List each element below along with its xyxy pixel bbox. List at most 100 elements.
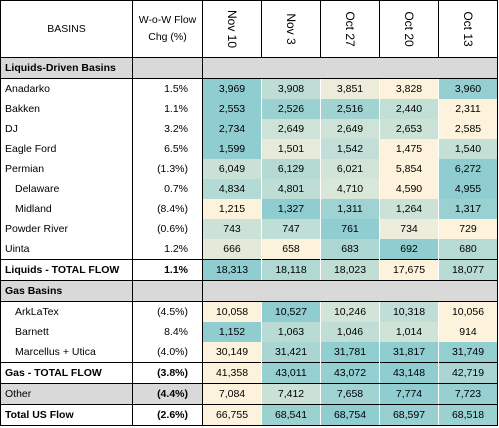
- basin-name: Anadarko: [0, 78, 133, 99]
- flow-value: 4,590: [379, 179, 439, 199]
- flow-value: 18,023: [320, 259, 380, 281]
- flow-change: (8.4%): [132, 199, 203, 219]
- flow-change: (1.3%): [132, 159, 203, 179]
- flow-value: 66,755: [202, 404, 262, 426]
- flow-value: 1,152: [202, 322, 262, 342]
- flow-value: 4,955: [438, 179, 498, 199]
- table-row: Bakken 1.1% 2,553 2,526 2,516 2,440 2,31…: [0, 99, 498, 119]
- other-row: Other (4.4%) 7,084 7,412 7,658 7,774 7,7…: [0, 383, 498, 405]
- total-label: Liquids - TOTAL FLOW: [0, 259, 133, 281]
- flow-value: 3,960: [438, 78, 498, 99]
- header-row: BASINS W-o-W Flow Chg (%) Nov 10 Nov 3 O…: [0, 0, 498, 58]
- table-row: Eagle Ford 6.5% 1,599 1,501 1,542 1,475 …: [0, 139, 498, 159]
- flow-change: 3.2%: [132, 119, 203, 139]
- flow-value: 42,719: [438, 362, 498, 384]
- flow-header-line2: Chg (%): [148, 31, 187, 43]
- flow-value: 1,327: [261, 199, 321, 219]
- flow-value: 6,272: [438, 159, 498, 179]
- table-row: Midland (8.4%) 1,215 1,327 1,311 1,264 1…: [0, 199, 498, 219]
- flow-change: (4.4%): [132, 383, 203, 405]
- flow-value: 2,553: [202, 99, 262, 119]
- basin-name: ArkLaTex: [0, 301, 133, 322]
- flow-value: 1,014: [379, 322, 439, 342]
- table-row: Anadarko 1.5% 3,969 3,908 3,851 3,828 3,…: [0, 78, 498, 99]
- table-row: ArkLaTex (4.5%) 10,058 10,527 10,246 10,…: [0, 301, 498, 322]
- flow-value: 2,653: [379, 119, 439, 139]
- flow-value: 43,148: [379, 362, 439, 384]
- flow-change: 1.1%: [132, 259, 203, 281]
- flow-value: 658: [261, 239, 321, 260]
- table-row: DJ 3.2% 2,734 2,649 2,649 2,653 2,585: [0, 119, 498, 139]
- flow-value: 18,077: [438, 259, 498, 281]
- flow-value: 43,072: [320, 362, 380, 384]
- flow-value: 734: [379, 219, 439, 239]
- flow-value: 1,317: [438, 199, 498, 219]
- flow-value: 18,313: [202, 259, 262, 281]
- table-row: Powder River (0.6%) 743 747 761 734 729: [0, 219, 498, 239]
- table-row: Barnett 8.4% 1,152 1,063 1,046 1,014 914: [0, 322, 498, 342]
- flow-value: 666: [202, 239, 262, 260]
- flow-value: 31,817: [379, 342, 439, 363]
- flow-change: (4.5%): [132, 301, 203, 322]
- date-header: Oct 27: [320, 0, 380, 58]
- date-label: Oct 20: [402, 11, 416, 47]
- flow-value: 6,049: [202, 159, 262, 179]
- total-row-gas: Gas - TOTAL FLOW (3.8%) 41,358 43,011 43…: [0, 362, 498, 384]
- basin-name: Delaware: [0, 179, 133, 199]
- flow-value: 68,597: [379, 404, 439, 426]
- total-label: Total US Flow: [0, 404, 133, 426]
- flow-value: 1,046: [320, 322, 380, 342]
- flow-value: 2,585: [438, 119, 498, 139]
- flow-change: (3.8%): [132, 362, 203, 384]
- flow-value: 683: [320, 239, 380, 260]
- section-row-liquids: Liquids-Driven Basins: [0, 57, 498, 79]
- flow-value: 4,834: [202, 179, 262, 199]
- flow-value: 30,149: [202, 342, 262, 363]
- flow-value: 7,084: [202, 383, 262, 405]
- flow-value: 68,541: [261, 404, 321, 426]
- flow-value: 17,675: [379, 259, 439, 281]
- flow-value: 2,649: [261, 119, 321, 139]
- other-label: Other: [0, 383, 133, 405]
- basin-name: Permian: [0, 159, 133, 179]
- flow-value: 3,828: [379, 78, 439, 99]
- flow-change-header: W-o-W Flow Chg (%): [132, 0, 203, 58]
- flow-value: 4,801: [261, 179, 321, 199]
- flow-value: 68,518: [438, 404, 498, 426]
- flow-value: 18,118: [261, 259, 321, 281]
- flow-change: (0.6%): [132, 219, 203, 239]
- flow-value: 3,969: [202, 78, 262, 99]
- basin-name: Uinta: [0, 239, 133, 260]
- flow-value: 2,734: [202, 119, 262, 139]
- flow-value: 1,599: [202, 139, 262, 159]
- flow-change: 6.5%: [132, 139, 203, 159]
- flow-header-line1: W-o-W Flow: [138, 14, 197, 26]
- total-row-liquids: Liquids - TOTAL FLOW 1.1% 18,313 18,118 …: [0, 259, 498, 281]
- flow-change: 0.7%: [132, 179, 203, 199]
- flow-value: 10,058: [202, 301, 262, 322]
- flow-value: 680: [438, 239, 498, 260]
- flow-value: 1,215: [202, 199, 262, 219]
- flow-value: 1,475: [379, 139, 439, 159]
- date-label: Oct 13: [461, 11, 475, 47]
- flow-value: 1,542: [320, 139, 380, 159]
- flow-value: 2,516: [320, 99, 380, 119]
- flow-value: 743: [202, 219, 262, 239]
- flow-change: (4.0%): [132, 342, 203, 363]
- basin-name: Eagle Ford: [0, 139, 133, 159]
- flow-value: 41,358: [202, 362, 262, 384]
- flow-change: 1.1%: [132, 99, 203, 119]
- flow-value: 1,264: [379, 199, 439, 219]
- basin-name: Midland: [0, 199, 133, 219]
- flow-value: 43,011: [261, 362, 321, 384]
- flow-change: 1.2%: [132, 239, 203, 260]
- date-header: Nov 3: [261, 0, 321, 58]
- flow-value: 31,421: [261, 342, 321, 363]
- flow-change: 1.5%: [132, 78, 203, 99]
- flow-value: 1,540: [438, 139, 498, 159]
- basins-header: BASINS: [0, 0, 133, 58]
- total-label: Gas - TOTAL FLOW: [0, 362, 133, 384]
- table-row: Permian (1.3%) 6,049 6,129 6,021 5,854 6…: [0, 159, 498, 179]
- flow-value: 1,063: [261, 322, 321, 342]
- flow-value: 31,781: [320, 342, 380, 363]
